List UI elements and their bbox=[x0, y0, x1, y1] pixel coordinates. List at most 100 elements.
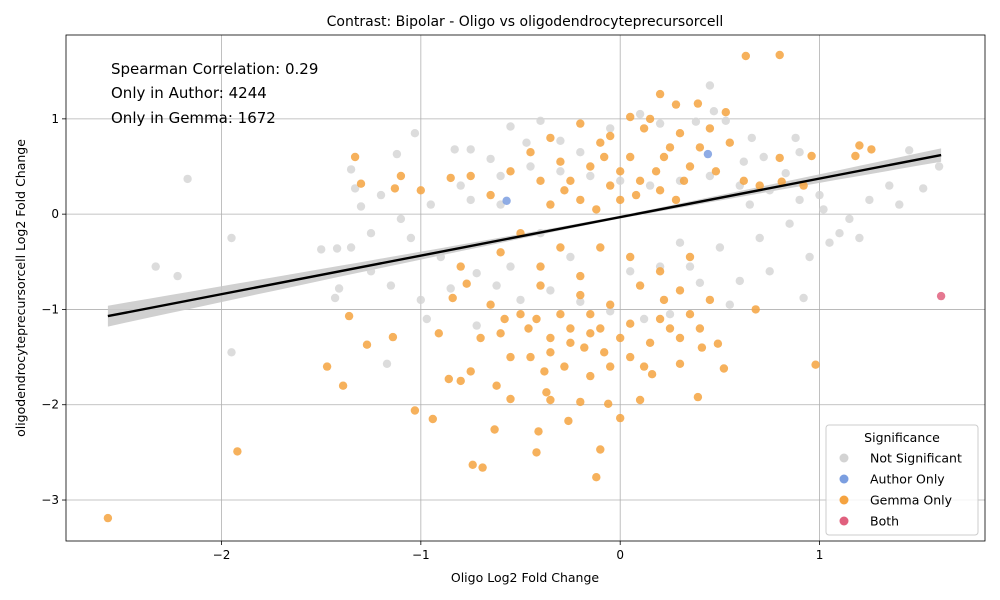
point bbox=[651, 167, 661, 176]
legend-marker-3 bbox=[839, 516, 849, 526]
point bbox=[472, 269, 481, 278]
point bbox=[616, 413, 625, 423]
point bbox=[791, 133, 800, 143]
point bbox=[526, 162, 535, 171]
point bbox=[564, 416, 573, 426]
point bbox=[785, 219, 794, 228]
point bbox=[586, 310, 595, 319]
point bbox=[466, 195, 475, 205]
y-tick-label-4: 1 bbox=[51, 112, 59, 126]
point bbox=[655, 119, 665, 128]
point bbox=[675, 238, 685, 247]
point bbox=[350, 184, 360, 193]
point bbox=[422, 314, 431, 324]
point bbox=[506, 167, 515, 176]
point bbox=[626, 152, 635, 162]
point bbox=[576, 271, 585, 281]
point bbox=[777, 177, 786, 186]
series-author-only bbox=[502, 149, 713, 205]
point bbox=[356, 179, 366, 188]
point bbox=[691, 117, 701, 126]
point bbox=[725, 300, 734, 309]
point bbox=[586, 371, 595, 381]
point bbox=[885, 181, 894, 190]
point bbox=[227, 348, 236, 357]
point bbox=[851, 151, 860, 161]
point bbox=[586, 162, 595, 171]
point bbox=[600, 348, 609, 357]
point bbox=[685, 262, 695, 271]
point bbox=[693, 99, 703, 108]
point bbox=[366, 229, 376, 238]
point bbox=[532, 314, 541, 324]
plot-frame bbox=[65, 34, 986, 542]
point bbox=[586, 171, 595, 181]
legend-marker-0 bbox=[839, 453, 849, 463]
regression-line bbox=[107, 153, 942, 318]
x-tick-label-2: 0 bbox=[616, 548, 624, 562]
point bbox=[626, 112, 635, 122]
point bbox=[765, 267, 774, 276]
point bbox=[456, 376, 465, 386]
point bbox=[576, 148, 585, 157]
point bbox=[775, 153, 784, 163]
point bbox=[645, 181, 655, 190]
point bbox=[346, 243, 356, 252]
point bbox=[606, 124, 615, 133]
point bbox=[635, 109, 645, 119]
point bbox=[711, 167, 721, 176]
point bbox=[366, 267, 376, 276]
point bbox=[506, 394, 515, 404]
point bbox=[576, 297, 585, 306]
point bbox=[506, 262, 515, 271]
annotation-spearman: Spearman Correlation: 0.29 bbox=[111, 60, 318, 78]
point bbox=[626, 352, 635, 362]
point bbox=[685, 162, 695, 171]
point bbox=[705, 171, 715, 181]
point bbox=[616, 333, 625, 343]
point bbox=[721, 108, 730, 117]
chart-title: Contrast: Bipolar - Oligo vs oligodendro… bbox=[327, 14, 724, 30]
point bbox=[596, 138, 605, 147]
point bbox=[755, 233, 764, 243]
point bbox=[492, 381, 501, 390]
point bbox=[576, 290, 585, 300]
point bbox=[556, 310, 565, 319]
regression-band bbox=[107, 148, 942, 327]
point bbox=[390, 184, 400, 193]
legend-label-0: Not Significant bbox=[870, 451, 962, 466]
point bbox=[496, 200, 505, 209]
point bbox=[695, 143, 705, 152]
point bbox=[719, 364, 729, 373]
point bbox=[805, 252, 814, 262]
point bbox=[616, 176, 625, 185]
point bbox=[635, 395, 645, 405]
point bbox=[516, 310, 525, 319]
point bbox=[592, 205, 601, 214]
legend-label-3: Both bbox=[870, 514, 899, 529]
x-tick-label-0: −2 bbox=[213, 548, 231, 562]
point bbox=[626, 252, 635, 262]
point bbox=[233, 447, 242, 456]
series-both bbox=[936, 291, 946, 301]
point bbox=[616, 195, 625, 205]
annotation-author-only: Only in Author: 4244 bbox=[111, 84, 267, 102]
points-layer bbox=[103, 50, 946, 523]
point bbox=[556, 136, 565, 145]
point bbox=[446, 284, 455, 293]
legend-label-2: Gemma Only bbox=[870, 493, 953, 508]
point bbox=[739, 157, 748, 166]
y-axis-label: oligodendrocyteprecursorcell Log2 Fold C… bbox=[13, 139, 28, 437]
point bbox=[526, 352, 535, 362]
point bbox=[522, 138, 531, 147]
point bbox=[695, 278, 705, 287]
point bbox=[173, 271, 182, 281]
point bbox=[685, 310, 695, 319]
point bbox=[659, 295, 669, 305]
point bbox=[855, 141, 864, 150]
point bbox=[865, 195, 874, 205]
point bbox=[546, 348, 555, 357]
point bbox=[675, 129, 685, 138]
point bbox=[655, 267, 665, 276]
point bbox=[606, 131, 615, 141]
